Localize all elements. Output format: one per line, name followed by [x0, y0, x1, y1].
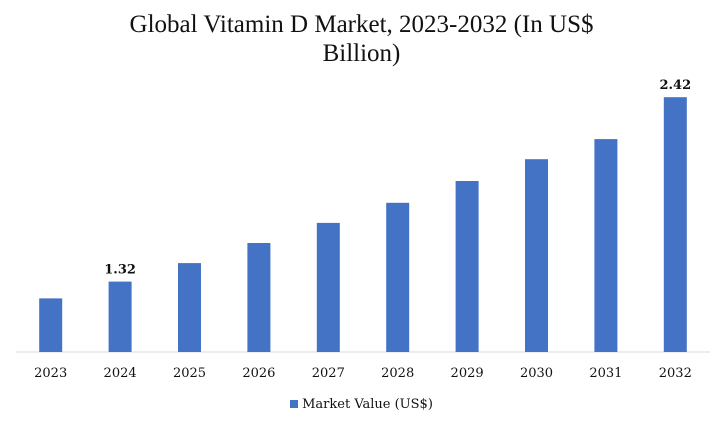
legend: Market Value (US$) [0, 397, 723, 412]
x-tick-label-2028: 2028 [381, 366, 414, 381]
data-label-2024: 1.32 [104, 263, 136, 278]
chart-title-line-1: Global Vitamin D Market, 2023-2032 (In U… [129, 11, 594, 38]
bar-2032 [663, 97, 687, 352]
bar-2025 [178, 263, 201, 352]
x-tick-label-2023: 2023 [34, 366, 67, 381]
x-tick-label-2026: 2026 [242, 366, 275, 381]
legend-swatch [290, 400, 299, 408]
bar-2029 [455, 181, 479, 352]
bar-2031 [594, 139, 618, 352]
legend-label: Market Value (US$) [302, 397, 433, 412]
x-tick-label-2027: 2027 [312, 366, 345, 381]
chart-title-line-2: Billion) [322, 40, 401, 67]
x-tick-label-2024: 2024 [104, 366, 137, 381]
x-tick-label-2025: 2025 [173, 366, 206, 381]
bar-2030 [525, 159, 548, 352]
x-tick-labels: 2023 2024 2025 2026 2027 2028 2029 2030 2031 2032 [34, 366, 692, 381]
bar-2028 [386, 202, 410, 352]
chart-title: Global Vitamin D Market, 2023-2032 (In U… [0, 10, 723, 68]
bar-2026 [247, 243, 271, 352]
bar-2024 [108, 281, 132, 352]
x-tick-label-2029: 2029 [451, 366, 484, 381]
bar-2027 [316, 222, 340, 352]
x-tick-label-2030: 2030 [520, 366, 553, 381]
x-tick-label-2031: 2031 [589, 366, 622, 381]
x-tick-label-2032: 2032 [659, 366, 692, 381]
data-label-2032: 2.42 [659, 78, 691, 93]
data-labels: 1.32 2.42 [104, 78, 691, 277]
bars-group [39, 97, 687, 352]
bar-2023 [39, 298, 63, 352]
